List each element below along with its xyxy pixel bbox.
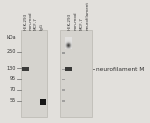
Bar	[62, 69, 65, 70]
Text: HEK-293: HEK-293	[68, 13, 72, 30]
Text: MCF-7: MCF-7	[80, 17, 83, 30]
Text: MCF-7: MCF-7	[34, 17, 38, 30]
Text: non-mod: non-mod	[28, 11, 33, 30]
Text: non-mod: non-mod	[74, 11, 78, 30]
Bar	[62, 52, 65, 54]
Text: neurofilament M: neurofilament M	[96, 67, 145, 72]
Bar	[60, 30, 92, 117]
Text: IgG: IgG	[39, 23, 43, 30]
Bar	[66, 67, 72, 71]
Text: 250: 250	[7, 49, 16, 54]
Bar	[62, 79, 65, 80]
Text: 55: 55	[10, 98, 16, 103]
Bar	[21, 30, 47, 117]
Bar	[62, 100, 65, 102]
Bar	[22, 67, 29, 71]
Text: 130: 130	[7, 66, 16, 71]
Text: neurofilament: neurofilament	[85, 1, 89, 30]
Bar	[40, 99, 46, 105]
Text: 70: 70	[10, 87, 16, 92]
Text: 95: 95	[10, 76, 16, 81]
Bar	[62, 89, 65, 91]
Text: HEK-293: HEK-293	[23, 13, 27, 30]
Text: kDa: kDa	[6, 35, 16, 40]
